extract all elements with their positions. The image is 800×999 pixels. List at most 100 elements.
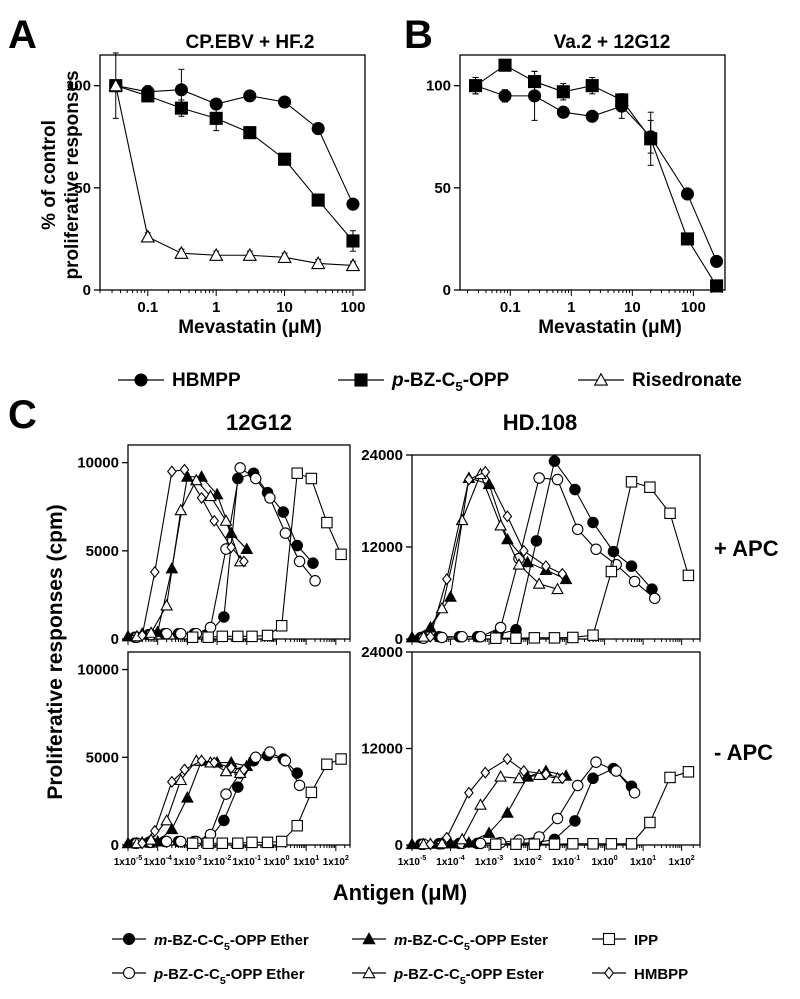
data-point — [510, 632, 522, 644]
y-tick-label: 100 — [66, 78, 91, 95]
data-point — [605, 838, 618, 850]
data-point — [186, 631, 199, 643]
data-point — [512, 558, 526, 570]
data-point — [644, 816, 656, 829]
data-point — [240, 542, 254, 555]
x-tick-label: 1x10-4 — [436, 855, 465, 868]
legend-label: m-BZ-C-C5-OPP Ester — [394, 932, 548, 953]
data-point — [279, 755, 292, 767]
data-point — [219, 764, 233, 777]
row-label-plus-apc: + APC — [714, 536, 779, 561]
data-point — [502, 752, 513, 766]
series-p-bz-c-c5-opp-ester — [417, 467, 564, 642]
data-point — [518, 764, 529, 778]
data-point — [160, 813, 174, 826]
x-tick-label: 10 — [624, 299, 641, 316]
data-point — [345, 258, 361, 272]
data-point — [441, 831, 452, 844]
circle-filled-marker-icon — [122, 932, 136, 946]
data-point — [551, 473, 564, 486]
data-point — [305, 786, 318, 799]
data-point — [293, 779, 306, 792]
data-point — [435, 601, 449, 614]
panel-letter-b: B — [404, 13, 433, 57]
data-point — [464, 786, 474, 799]
data-point — [571, 779, 584, 792]
x-tick-label: 1x102 — [323, 855, 349, 868]
series-line — [475, 64, 718, 287]
chart-a: 0 50 100 0.1 1 10 100 — [66, 52, 366, 316]
data-point — [405, 837, 419, 850]
data-point — [218, 814, 230, 827]
data-point — [174, 83, 188, 97]
data-point — [108, 78, 123, 92]
x-tick-label: 1 — [567, 299, 575, 316]
data-point — [710, 254, 724, 268]
data-point — [224, 526, 238, 539]
x-tick-label: 1x102 — [669, 855, 695, 868]
data-point — [548, 632, 561, 644]
data-point — [275, 835, 288, 848]
series-line — [495, 481, 689, 639]
x-tick-label: 1x10-4 — [143, 855, 172, 868]
data-point — [149, 565, 160, 579]
series-ipp — [490, 766, 695, 850]
data-point — [175, 627, 187, 640]
data-point — [585, 79, 599, 93]
data-point — [261, 836, 274, 849]
x-tick-label: 1x10-1 — [552, 855, 581, 868]
data-point — [625, 560, 638, 572]
data-point — [628, 786, 641, 799]
data-point — [160, 835, 173, 848]
data-point — [464, 473, 474, 486]
data-point — [174, 773, 188, 786]
series-ipp — [186, 467, 347, 643]
chart-b: 0 50 100 0.1 1 10 100 — [426, 54, 726, 316]
top-y-label: % of control proliferative responses — [39, 70, 83, 279]
y-tick-label: 0 — [443, 282, 451, 299]
x-tick-label: 1 — [212, 299, 220, 316]
data-point — [587, 772, 599, 785]
triangle-filled-marker-icon — [362, 932, 376, 945]
chart-c-12g12-minusapc: 0 5000 10000 1x10-5 1x10-4 1x10-3 1x10-2 1x10-1… — [77, 651, 351, 868]
data-point — [541, 560, 551, 573]
series-line — [141, 469, 245, 636]
series-risedronate — [108, 52, 361, 272]
data-point — [277, 249, 292, 263]
data-point — [502, 510, 513, 523]
legend-top: HBMPP p-BZ-C5-OPP Risedronate — [118, 370, 742, 394]
data-point — [482, 826, 496, 838]
y-tick-label: 10000 — [77, 662, 119, 679]
legend-label: p-BZ-C-C5-OPP Ether — [153, 966, 305, 987]
data-point — [196, 491, 207, 504]
data-point — [587, 516, 599, 529]
data-point — [405, 630, 419, 643]
data-point — [532, 577, 546, 589]
y-tick-label: 0 — [111, 631, 119, 648]
data-point — [628, 575, 641, 588]
plots: 0 50 100 0.1 1 10 100 0 50 100 0.1 1 10 100 0 5000 10000… — [66, 52, 726, 868]
plot-frame — [459, 54, 726, 291]
data-point — [501, 806, 514, 818]
data-point — [455, 832, 469, 845]
panel-b-x-label: Mevastatin (μM) — [538, 317, 682, 338]
x-tick-label: 1x10-2 — [203, 855, 232, 868]
series-line — [423, 477, 656, 639]
data-point — [310, 255, 326, 270]
data-point — [498, 89, 512, 103]
plot-frame — [99, 54, 366, 291]
series-line — [192, 758, 342, 844]
data-point — [204, 489, 217, 502]
data-point — [218, 611, 230, 623]
data-point — [264, 746, 276, 758]
data-point — [174, 503, 188, 516]
data-point — [216, 837, 229, 849]
chart-c-12g12-plusapc: 0 5000 10000 — [77, 444, 351, 648]
data-point — [444, 590, 457, 602]
y-tick-label: 24000 — [361, 644, 403, 661]
data-point — [204, 621, 217, 634]
data-point — [232, 630, 244, 643]
data-point — [346, 197, 360, 211]
data-point — [664, 771, 676, 784]
data-point — [149, 824, 160, 838]
